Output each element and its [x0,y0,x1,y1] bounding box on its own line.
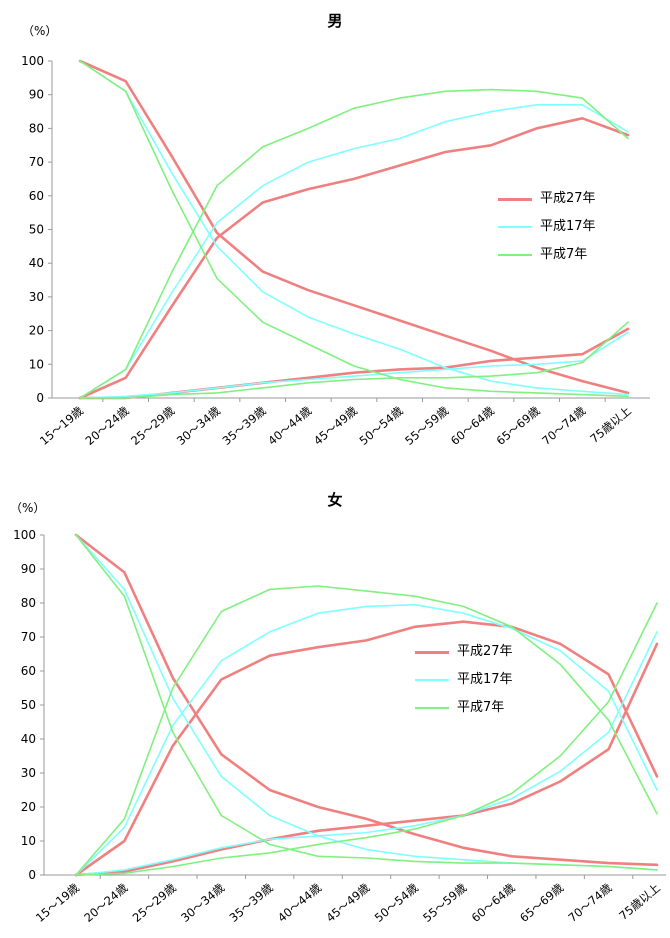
legend-label-h17: 平成17年 [457,672,513,687]
legend-swatch-h27 [415,651,449,654]
female-y-tick-label: 20 [21,800,36,814]
male-x-tick-label: 30～34歳 [174,403,223,448]
female-x-tick-label: 25～29歳 [130,880,179,925]
legend-swatch-h7 [415,707,449,709]
female-chart-panel: 0 10 20 30 40 50 60 70 80 90 100 15～19歳 20～24歳 25～29歳… [0,469,670,938]
male-x-tick-label: 45～49歳 [311,403,360,448]
male-y-tick-label: 20 [29,324,44,338]
female-y-unit-label: （%） [10,501,46,515]
male-y-tick-label: 30 [29,290,44,304]
female-y-tick-label: 100 [13,528,36,542]
female-legend-item-h7: 平成7年 [415,699,513,727]
male-x-tick-label: 15～19歳 [37,403,86,448]
male-x-tick-label: 60～64歳 [448,403,497,448]
female-x-tick-label: 50～54歳 [372,880,421,925]
male-chart-title: 男 [327,12,343,30]
female-y-tick-label: 60 [21,664,36,678]
female-series-line-s17 [75,631,658,876]
male-legend-item-h17: 平成17年 [498,218,596,246]
male-x-tick-label: 25～29歳 [128,403,177,448]
male-series-line-s27 [78,59,630,395]
male-series-line-s7 [79,88,629,399]
female-x-tick-label: 70～74歳 [565,880,614,925]
female-series-line-s27 [74,533,659,867]
female-series-line-s27 [74,620,659,877]
male-y-tick-label: 70 [29,155,44,169]
male-x-tick-label: 40～44歳 [265,403,314,448]
legend-label-h7: 平成7年 [540,247,588,262]
male-series-line-s27 [78,117,630,400]
legend-swatch-h7 [498,254,532,256]
male-legend-item-h27: 平成27年 [498,190,596,218]
male-series-line-s7 [79,60,629,398]
male-x-tick-label: 50～54歳 [357,403,406,448]
female-y-tick-label: 30 [21,766,36,780]
male-series-line-s7 [79,321,629,399]
female-x-tick-label: 15～19歳 [33,880,82,925]
male-series-line-s17 [79,60,629,396]
legend-label-h7: 平成7年 [457,700,505,715]
female-legend: 平成27年 平成17年 平成7年 [415,643,513,727]
female-y-tick-label: 0 [28,868,36,882]
legend-swatch-h17 [415,679,449,681]
male-y-tick-label: 10 [29,357,44,371]
female-x-tick-label: 35～39歳 [227,880,276,925]
legend-label-h27: 平成27年 [540,191,596,206]
female-legend-item-h27: 平成27年 [415,643,513,671]
female-legend-item-h17: 平成17年 [415,671,513,699]
male-x-tick-label: 20～24歳 [83,403,132,448]
male-series-line-s17 [79,331,629,399]
female-x-tick-label: 20～24歳 [81,880,130,925]
male-legend: 平成27年 平成17年 平成7年 [498,190,596,274]
female-y-tick-label: 40 [21,732,36,746]
female-y-tick-label: 90 [21,562,36,576]
female-x-tick-label: 60～64歳 [469,880,518,925]
male-x-tick-label: 75歳以上 [587,404,634,446]
male-y-tick-label: 40 [29,256,44,270]
female-x-tick-label: 75歳以上 [616,881,663,923]
female-x-tick-label: 65～69歳 [517,880,566,925]
male-y-unit-label: （%） [22,24,58,38]
female-x-tick-label: 55～59歳 [420,880,469,925]
female-series-line-s17 [75,603,658,876]
female-x-tick-label: 40～44歳 [275,880,324,925]
male-legend-item-h7: 平成7年 [498,246,596,274]
male-x-tick-label: 35～39歳 [220,403,269,448]
male-y-tick-label: 0 [36,391,44,405]
female-y-tick-label: 80 [21,596,36,610]
male-x-tick-label: 65～69歳 [494,403,543,448]
female-y-tick-label: 50 [21,698,36,712]
female-x-tick-label: 30～34歳 [178,880,227,925]
male-y-tick-label: 60 [29,189,44,203]
female-x-tick-label: 45～49歳 [323,880,372,925]
legend-label-h17: 平成17年 [540,219,596,234]
legend-swatch-h17 [498,226,532,228]
male-x-tick-label: 70～74歳 [539,403,588,448]
female-series-line-s7 [75,602,658,876]
female-series-line-s7 [75,534,658,871]
male-y-tick-label: 50 [29,223,44,237]
female-y-tick-label: 10 [21,834,36,848]
male-y-tick-label: 90 [29,88,44,102]
female-series-line-s27 [74,642,659,877]
male-chart-plot: 0 10 20 30 40 50 60 70 80 90 100 15～19歳20～24歳25～29歳… [21,54,650,448]
male-y-tick-label: 100 [21,54,44,68]
female-chart-title: 女 [327,491,343,509]
male-x-tick-label: 55～59歳 [402,403,451,448]
female-chart-plot: 0 10 20 30 40 50 60 70 80 90 100 15～19歳 20～24歳 25～29歳… [13,528,666,925]
legend-swatch-h27 [498,198,532,201]
male-y-tick-label: 80 [29,121,44,135]
female-series-line-s7 [75,585,658,876]
female-y-tick-label: 70 [21,630,36,644]
male-chart-panel: 0 10 20 30 40 50 60 70 80 90 100 15～19歳 20～24歳 25～29歳… [21,12,650,448]
male-series-line-s17 [79,104,629,399]
legend-label-h27: 平成27年 [457,644,513,659]
